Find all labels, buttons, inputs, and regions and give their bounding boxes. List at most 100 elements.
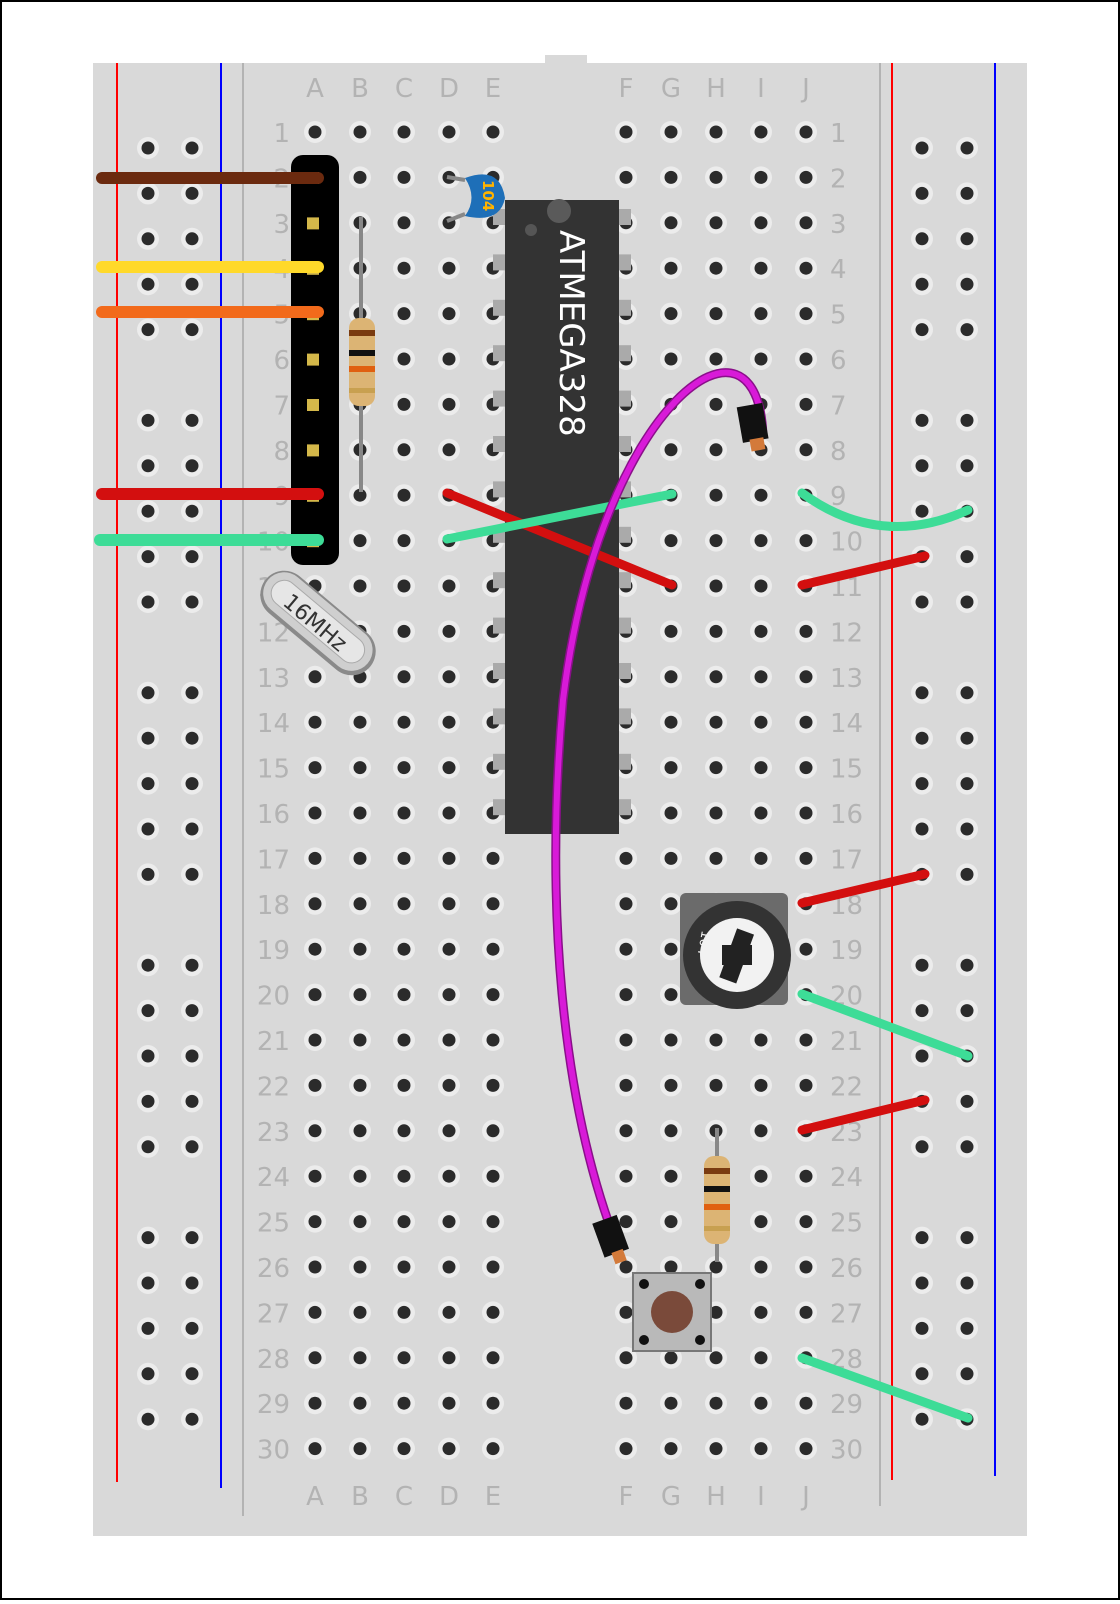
rail-hole: [915, 323, 929, 337]
terminal-hole: [664, 761, 678, 775]
terminal-hole: [397, 1351, 411, 1365]
row-label-left: 20: [257, 982, 290, 1012]
terminal-hole: [709, 352, 723, 366]
rail-hole: [960, 777, 974, 791]
terminal-hole: [308, 1215, 322, 1229]
rail-hole: [141, 595, 155, 609]
trimmer-potentiometer[interactable]: 104: [680, 893, 791, 1009]
terminal-hole: [754, 1305, 768, 1319]
rail-hole: [185, 141, 199, 155]
rail-hole: [141, 141, 155, 155]
wire-green-j28-rail[interactable]: [797, 1353, 973, 1423]
terminal-hole: [664, 988, 678, 1002]
row-label-right: 22: [830, 1072, 863, 1102]
terminal-hole: [353, 1351, 367, 1365]
rail-hole: [185, 867, 199, 881]
terminal-hole: [799, 761, 813, 775]
wire-green-j20-rail[interactable]: [797, 989, 973, 1061]
row-label-right: 6: [830, 346, 847, 376]
terminal-hole: [442, 1215, 456, 1229]
terminal-hole: [664, 670, 678, 684]
row-label-right: 26: [830, 1254, 863, 1284]
terminal-hole: [442, 897, 456, 911]
wire-green-d10-g9[interactable]: [442, 489, 677, 544]
header-pin: [307, 217, 319, 230]
terminal-hole: [664, 624, 678, 638]
terminal-hole: [754, 670, 768, 684]
row-label-right: 30: [830, 1436, 863, 1466]
resistor-2[interactable]: [704, 1128, 730, 1262]
terminal-hole: [754, 1124, 768, 1138]
rail-hole: [185, 459, 199, 473]
rail-hole: [960, 277, 974, 291]
rail-hole: [185, 1094, 199, 1108]
terminal-hole: [664, 806, 678, 820]
crystal-16mhz[interactable]: 16MHz: [250, 561, 385, 685]
wire-red-j18-rail[interactable]: [797, 869, 930, 908]
rail-hole: [915, 141, 929, 155]
terminal-hole: [442, 1260, 456, 1274]
chip-notch: [547, 199, 571, 223]
ceramic-capacitor[interactable]: 104: [446, 174, 505, 223]
terminal-hole: [664, 1033, 678, 1047]
terminal-hole: [442, 670, 456, 684]
trimmer-slot-v: [719, 928, 755, 984]
terminal-hole: [397, 488, 411, 502]
terminal-hole: [397, 1033, 411, 1047]
terminal-hole: [486, 1169, 500, 1183]
rail-hole: [141, 323, 155, 337]
terminal-hole: [397, 579, 411, 593]
terminal-hole: [353, 851, 367, 865]
column-label-bottom: E: [485, 1482, 501, 1512]
terminal-hole: [442, 261, 456, 275]
row-label-left: 14: [257, 709, 290, 739]
terminal-hole: [799, 624, 813, 638]
terminal-hole: [397, 988, 411, 1002]
resistor-1-body: [349, 318, 375, 406]
terminal-hole: [754, 488, 768, 502]
terminal-hole: [709, 125, 723, 139]
column-label-top: E: [485, 74, 501, 104]
terminal-hole: [397, 670, 411, 684]
column-label-top: J: [800, 74, 810, 104]
terminal-hole: [353, 806, 367, 820]
pin-header[interactable]: [291, 155, 339, 565]
wire-green-j9-rail[interactable]: [797, 488, 973, 531]
terminal-hole: [799, 851, 813, 865]
rail-hole: [141, 413, 155, 427]
rail-hole: [141, 459, 155, 473]
terminal-hole: [754, 1351, 768, 1365]
terminal-hole: [353, 579, 367, 593]
rail-hole: [185, 777, 199, 791]
terminal-hole: [664, 534, 678, 548]
wire-red-j11-rail[interactable]: [797, 551, 930, 590]
terminal-hole: [754, 1215, 768, 1229]
terminal-hole: [709, 261, 723, 275]
terminal-hole: [664, 216, 678, 230]
header-pin: [307, 444, 319, 457]
terminal-hole: [664, 715, 678, 729]
terminal-hole: [442, 1124, 456, 1138]
pushbutton-screw-1: [639, 1279, 649, 1289]
terminal-hole: [619, 897, 633, 911]
terminal-hole: [709, 1442, 723, 1456]
wire-red-d9-g11[interactable]: [442, 488, 677, 590]
wire-magenta[interactable]: [552, 369, 766, 1250]
terminal-hole: [619, 1124, 633, 1138]
rail-hole: [141, 277, 155, 291]
terminal-hole: [754, 806, 768, 820]
terminal-hole: [308, 942, 322, 956]
row-label-right: 8: [830, 437, 847, 467]
terminal-hole: [397, 216, 411, 230]
wire-red-j23-rail[interactable]: [797, 1095, 930, 1135]
rail-hole: [960, 958, 974, 972]
terminal-hole: [397, 715, 411, 729]
terminal-hole: [709, 1078, 723, 1092]
terminal-hole: [442, 1169, 456, 1183]
row-label-left: 24: [257, 1163, 290, 1193]
terminal-hole: [308, 1124, 322, 1138]
terminal-hole: [754, 534, 768, 548]
resistor-1[interactable]: [349, 217, 375, 492]
pushbutton[interactable]: [632, 1272, 712, 1352]
wire-end-bottom-tip: [611, 1248, 627, 1265]
